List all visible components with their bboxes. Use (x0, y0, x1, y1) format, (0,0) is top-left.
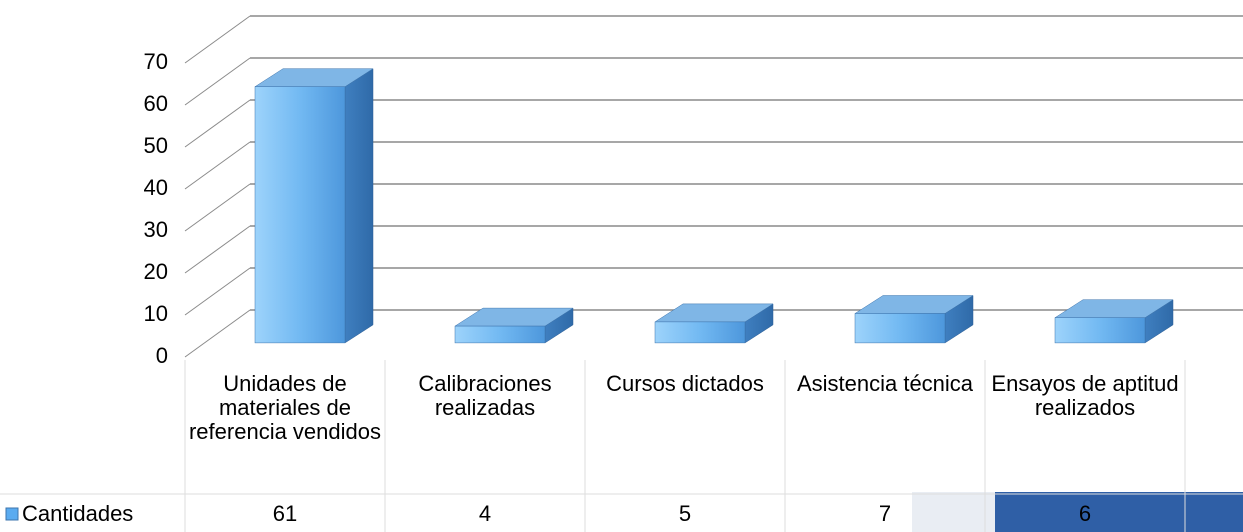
grid-line-side (184, 183, 251, 232)
grid-line-side (184, 99, 251, 148)
y-tick-label: 50 (144, 133, 168, 158)
y-tick-label: 30 (144, 217, 168, 242)
grid-line-side (184, 309, 251, 358)
table-value: 6 (1079, 501, 1091, 526)
bar-front (654, 321, 746, 344)
y-tick-label: 0 (156, 343, 168, 368)
grid-line-side (184, 225, 251, 274)
category-label: Ensayos de aptitud realizados (991, 371, 1179, 420)
bar (454, 307, 574, 344)
table-value: 5 (679, 501, 691, 526)
bar-side (344, 68, 374, 344)
y-tick-label: 20 (144, 259, 168, 284)
y-tick-label: 40 (144, 175, 168, 200)
grid-line-side (184, 57, 251, 106)
y-tick-label: 70 (144, 49, 168, 74)
bar-front (1054, 317, 1146, 344)
legend-label: Cantidades (22, 501, 133, 526)
category-label: Calibraciones realizadas (418, 371, 552, 420)
y-tick-label: 60 (144, 91, 168, 116)
bar-front (254, 86, 346, 344)
bar-front (454, 325, 546, 344)
table-value: 61 (273, 501, 297, 526)
bar (1054, 299, 1174, 344)
table-value: 4 (479, 501, 491, 526)
category-label: Unidades de materiales de referencia ven… (188, 371, 381, 444)
grid-line-side (184, 141, 251, 190)
legend-key (5, 507, 19, 521)
logo-banner (995, 492, 1243, 532)
y-tick-label: 10 (144, 301, 168, 326)
grid-line-side (184, 15, 251, 64)
bar-front (854, 313, 946, 344)
bar (854, 295, 974, 344)
table-value: 7 (879, 501, 891, 526)
category-label: Cursos dictados (606, 371, 764, 396)
category-label: Asistencia técnica (796, 371, 974, 396)
bar (254, 68, 374, 344)
grid-line-side (184, 267, 251, 316)
bar (654, 303, 774, 344)
